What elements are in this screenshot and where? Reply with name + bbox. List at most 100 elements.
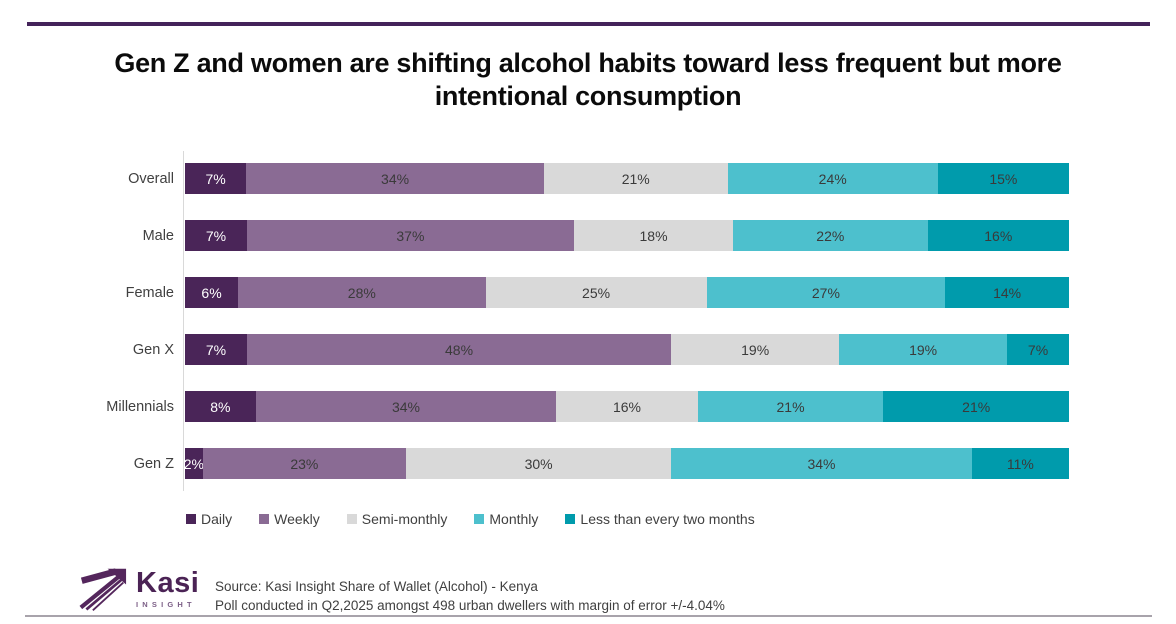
page-title-line1: Gen Z and women are shifting alcohol hab… bbox=[114, 48, 1062, 78]
bar-segment: 14% bbox=[945, 277, 1070, 308]
row-label: Gen X bbox=[132, 341, 174, 358]
bar-segment: 37% bbox=[246, 220, 574, 251]
bar-segment: 6% bbox=[185, 277, 239, 308]
bar-segment-value: 27% bbox=[811, 284, 840, 301]
bar-segment: 21% bbox=[697, 391, 884, 422]
legend-label: Daily bbox=[201, 511, 233, 527]
legend-label: Monthly bbox=[489, 511, 539, 527]
bar-segment: 34% bbox=[255, 391, 557, 422]
bar-segment: 34% bbox=[246, 163, 544, 194]
bottom-divider bbox=[25, 615, 1152, 617]
legend-item: Monthly bbox=[474, 511, 538, 527]
bar-segment-value: 30% bbox=[524, 455, 553, 472]
bar-segment-value: 21% bbox=[621, 170, 650, 187]
bar-segment: 7% bbox=[185, 163, 247, 194]
bar-segment: 21% bbox=[543, 163, 728, 194]
bar-segment-value: 34% bbox=[391, 398, 421, 415]
bar-segment: 27% bbox=[706, 277, 946, 308]
bar-segment-value: 19% bbox=[909, 341, 938, 358]
bar-segment-value: 48% bbox=[445, 341, 474, 358]
bar-segment: 16% bbox=[556, 391, 698, 422]
bar-segment: 22% bbox=[733, 220, 928, 251]
bar-segment: 21% bbox=[883, 391, 1069, 422]
stacked-bar: 7% 34% 21% 24% 15% bbox=[185, 163, 1069, 194]
chart-row: Female 6% 28% 25% 27% 14% bbox=[0, 264, 1070, 321]
source-line1: Source: Kasi Insight Share of Wallet (Al… bbox=[215, 579, 538, 594]
bar-segment: 30% bbox=[406, 448, 672, 479]
stacked-bar: 2% 23% 30% 34% 11% bbox=[183, 448, 1069, 479]
row-label: Gen Z bbox=[133, 455, 174, 472]
legend-label: Less than every two months bbox=[580, 511, 755, 527]
bar-segment: 15% bbox=[937, 163, 1069, 194]
kasi-logo: Kasi INSIGHT bbox=[79, 568, 199, 612]
kasi-logo-text: Kasi bbox=[136, 567, 200, 599]
chart-row: Millennials 8% 34% 16% 21% 21% bbox=[0, 378, 1069, 435]
stacked-bar: 7% 37% 18% 22% 16% bbox=[185, 220, 1069, 251]
legend-swatch bbox=[565, 514, 576, 524]
bar-segment-value: 7% bbox=[205, 341, 227, 358]
chart-row: Gen X 7% 48% 19% 19% 7% bbox=[0, 321, 1069, 378]
bar-segment-value: 24% bbox=[818, 170, 847, 187]
legend-swatch bbox=[186, 514, 196, 524]
top-divider bbox=[27, 22, 1150, 26]
row-label: Female bbox=[125, 284, 174, 301]
kasi-logo-subtext: INSIGHT bbox=[136, 600, 196, 609]
bar-segment: 19% bbox=[839, 334, 1008, 365]
bar-segment-value: 8% bbox=[210, 398, 231, 415]
bar-segment: 19% bbox=[671, 334, 840, 365]
chart-row: Overall 7% 34% 21% 24% 15% bbox=[0, 150, 1069, 207]
bar-segment: 23% bbox=[202, 448, 406, 479]
legend-swatch bbox=[474, 514, 485, 524]
bar-segment-value: 21% bbox=[776, 398, 805, 415]
bar-segment-value: 34% bbox=[807, 455, 836, 472]
bar-segment-value: 28% bbox=[347, 284, 376, 301]
bar-segment: 16% bbox=[927, 220, 1069, 251]
bar-segment-value: 16% bbox=[612, 398, 642, 415]
bar-segment-value: 2% bbox=[183, 455, 204, 472]
bar-segment-value: 14% bbox=[993, 284, 1022, 301]
category-axis-line bbox=[183, 151, 184, 491]
bar-segment-value: 7% bbox=[1027, 341, 1049, 358]
row-label: Male bbox=[142, 227, 174, 244]
bar-segment-value: 22% bbox=[816, 227, 845, 244]
legend-swatch bbox=[259, 514, 270, 524]
legend-label: Weekly bbox=[274, 511, 320, 527]
bar-segment-value: 23% bbox=[290, 455, 319, 472]
bar-segment-value: 15% bbox=[989, 170, 1018, 187]
legend-item: Less than every two months bbox=[565, 511, 755, 527]
bar-segment-value: 21% bbox=[962, 398, 991, 415]
bar-segment-value: 34% bbox=[381, 170, 410, 187]
bar-segment-value: 18% bbox=[639, 227, 668, 244]
bar-segment-value: 7% bbox=[205, 227, 227, 244]
bar-segment: 25% bbox=[485, 277, 707, 308]
bar-segment: 7% bbox=[185, 220, 247, 251]
stacked-bar: 6% 28% 25% 27% 14% bbox=[185, 277, 1070, 308]
bar-segment: 24% bbox=[727, 163, 938, 194]
bar-segment: 34% bbox=[671, 448, 972, 479]
bar-segment: 7% bbox=[185, 334, 247, 365]
bar-segment: 28% bbox=[238, 277, 486, 308]
legend-item: Daily bbox=[186, 511, 232, 527]
bar-segment: 11% bbox=[971, 448, 1069, 479]
bar-segment: 8% bbox=[185, 391, 256, 422]
kasi-logo-icon bbox=[79, 568, 127, 611]
bar-segment-value: 11% bbox=[1006, 455, 1034, 472]
bar-segment-value: 25% bbox=[582, 284, 611, 301]
chart-row: Male 7% 37% 18% 22% 16% bbox=[0, 207, 1069, 264]
page-title-line2: intentional consumption bbox=[434, 81, 742, 111]
row-label: Millennials bbox=[106, 398, 174, 415]
bar-segment: 48% bbox=[246, 334, 672, 365]
bar-segment-value: 37% bbox=[396, 227, 425, 244]
bar-segment-value: 7% bbox=[205, 170, 226, 187]
bar-segment-value: 16% bbox=[984, 227, 1013, 244]
row-label: Overall bbox=[128, 170, 174, 187]
source-line2: Poll conducted in Q2,2025 amongst 498 ur… bbox=[215, 598, 725, 613]
source-note: Source: Kasi Insight Share of Wallet (Al… bbox=[215, 577, 725, 615]
chart-row: Gen Z 2% 23% 30% 34% 11% bbox=[0, 435, 1069, 492]
legend-item: Semi-monthly bbox=[346, 511, 448, 527]
chart: Overall 7% 34% 21% 24% 15% Male 7% 37% 18% 22% 16% F… bbox=[0, 150, 1070, 492]
legend-label: Semi-monthly bbox=[361, 511, 448, 527]
stacked-bar: 8% 34% 16% 21% 21% bbox=[185, 391, 1069, 422]
page-title: Gen Z and women are shifting alcohol hab… bbox=[0, 47, 1176, 113]
